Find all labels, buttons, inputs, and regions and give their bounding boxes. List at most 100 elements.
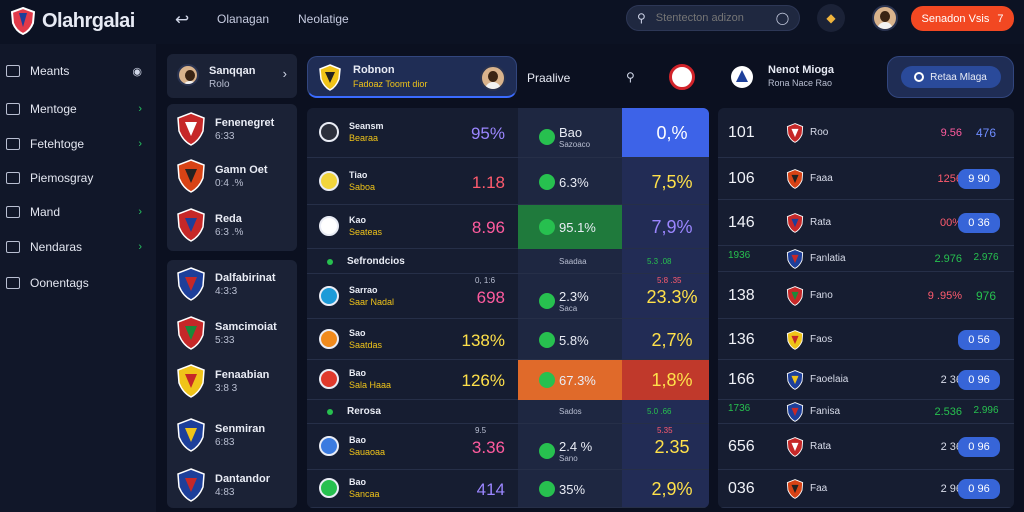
match-sub: Sauaoaa <box>349 447 386 457</box>
team-ball-icon <box>319 286 339 306</box>
odds-c[interactable]: 7,5% <box>651 172 693 192</box>
odds-b[interactable]: 2.4 % Sano <box>539 439 592 463</box>
odds-row[interactable]: Sarrao Saar Nadal 0, 1:6 698 2.3% Saca 5:8 .35… <box>307 274 709 319</box>
odds-c[interactable]: 2.35 <box>654 437 690 457</box>
odds-b-value: 6.3% <box>559 174 589 190</box>
odds-button[interactable]: 0 96 <box>958 437 1000 457</box>
club-badge-icon[interactable] <box>669 64 695 90</box>
odds-a[interactable]: 95% <box>470 124 505 143</box>
odds-row[interactable]: Bao Sancaa 414 35% 2,9% <box>307 470 709 508</box>
odds-row[interactable]: Sao Saatdas 138% 5.8% 2,7% <box>307 319 709 360</box>
team-row[interactable]: Gamn Oet 0:4 .% <box>177 159 268 193</box>
odds-text[interactable]: 2.976 <box>973 252 999 263</box>
highlight-b <box>518 205 622 249</box>
odds-a[interactable]: 414 <box>476 480 505 499</box>
team-name: Dalfabirinat <box>215 271 276 284</box>
search-bar[interactable]: ⚲ ◯ <box>626 5 800 31</box>
odds-row[interactable]: Tiao Saboa 1.18 6.3% 7,5% <box>307 158 709 205</box>
standings-row[interactable]: 1736 Fanisa 2.536 2.996 <box>718 400 1014 424</box>
sidebar-item[interactable]: Meants ◉ <box>6 60 148 82</box>
odds-b[interactable]: 2.3% Saca <box>539 289 589 313</box>
team-row[interactable]: Dantandor 4:83 <box>177 468 270 502</box>
topnav-item-2[interactable]: Neolatige <box>298 12 349 26</box>
team-row[interactable]: Senmiran 6:83 <box>177 418 265 452</box>
standings-row[interactable]: 106 Faaa 1256 9 90 <box>718 158 1014 200</box>
odds-b[interactable]: 6.3% <box>539 174 589 190</box>
odds-button[interactable]: 0 56 <box>958 330 1000 350</box>
odds-c[interactable]: 7,9% <box>651 217 693 237</box>
odds-c[interactable]: 2,7% <box>651 330 693 350</box>
highlight-cell <box>622 108 709 158</box>
odds-a[interactable]: 698 <box>476 288 505 307</box>
club-badge-icon <box>786 169 804 189</box>
odds-b[interactable]: Bao Sazoaco <box>539 125 590 149</box>
odds-a[interactable]: 8.96 <box>471 218 505 237</box>
odds-button[interactable]: 0 96 <box>958 370 1000 390</box>
odds-b[interactable]: 67.3% <box>539 372 596 388</box>
row-value: 9 .95% <box>927 290 962 302</box>
sidebar-item[interactable]: Fetehtoge › <box>6 133 148 155</box>
sidebar-item[interactable]: Mentoge › <box>6 98 148 120</box>
odds-text[interactable]: 2.996 <box>973 405 999 416</box>
odds-row[interactable]: Kao Seateas 8.96 95.1% 7,9% <box>307 205 709 249</box>
standings-row[interactable]: 136 Faos 0 56 <box>718 319 1014 360</box>
standings-row[interactable]: 146 Rata 00% 0 36 <box>718 200 1014 246</box>
odds-b[interactable]: 95.1% <box>539 219 596 235</box>
odds-a[interactable]: 3.36 <box>471 438 505 457</box>
team-ball-icon <box>319 122 339 142</box>
odds-b[interactable]: 35% <box>539 481 585 497</box>
section-row: Sefrondcios Saadaa 5.3 .08 <box>307 249 709 274</box>
search-icon-2[interactable]: ⚲ <box>626 70 635 84</box>
standings-row[interactable]: 166 Faoelaia 2 36 0 96 <box>718 360 1014 400</box>
right-pill-button[interactable]: Retaa Mlaga <box>887 56 1014 98</box>
row-value: 9.56 <box>940 127 962 139</box>
standings-row[interactable]: 138 Fano 9 .95% 976 <box>718 272 1014 319</box>
odds-row[interactable]: Seansm Bearaa 95% Bao Sazoaco 0,% <box>307 108 709 158</box>
gallery-icon <box>6 172 20 184</box>
team-row[interactable]: Fenenegret 6:33 <box>177 112 274 146</box>
odds-text[interactable]: 976 <box>975 289 997 303</box>
team-row[interactable]: Dalfabirinat 4:3:3 <box>177 267 276 301</box>
odds-button[interactable]: 0 96 <box>958 479 1000 499</box>
refresh-icon[interactable]: ◯ <box>775 11 790 25</box>
odds-b-sub: Saca <box>559 304 578 313</box>
back-arrow-icon[interactable]: ↩ <box>175 10 190 29</box>
odds-a[interactable]: 138% <box>461 331 505 350</box>
odds-a[interactable]: 1.18 <box>471 173 505 192</box>
odds-button[interactable]: 0 36 <box>958 213 1000 233</box>
team-row[interactable]: Reda 6:3 .% <box>177 208 243 242</box>
chevron-right-icon[interactable]: › <box>282 66 287 81</box>
odds-c[interactable]: 1,8% <box>651 370 693 390</box>
sidebar-item[interactable]: Piemosgray <box>6 167 148 189</box>
cta-count: 7 <box>997 12 1004 25</box>
odds-c[interactable]: 23.3% <box>646 287 698 307</box>
notification-button[interactable]: ◆ <box>817 4 845 32</box>
odds-c[interactable]: 2,9% <box>651 479 693 499</box>
standings-row[interactable]: 656 Rata 2 36 0 96 <box>718 424 1014 470</box>
search-input[interactable] <box>655 12 766 24</box>
odds-row[interactable]: Bao Sauaoaa 9.5 3.36 2.4 % Sano 5.35 2.35 <box>307 424 709 470</box>
topnav-item-1[interactable]: Olanagan <box>217 12 270 26</box>
match-team: Tiao Saboa <box>319 170 375 192</box>
odds-b[interactable]: 5.8% <box>539 332 589 348</box>
sidebar-item[interactable]: Mand › <box>6 201 148 223</box>
odds-row[interactable]: Bao Sala Haaa 126% 67.3% 1,8% <box>307 360 709 400</box>
club-name: Faaa <box>810 173 833 184</box>
standings-row[interactable]: 036 Faa 2 96 0 96 <box>718 470 1014 508</box>
standings-row[interactable]: 1936 Fanlatia 2.976 2.976 <box>718 246 1014 272</box>
cta-button[interactable]: Senadon Vsis 7 <box>911 6 1014 31</box>
app-logo[interactable]: Olahrgalai <box>10 7 135 35</box>
profile-card[interactable]: Sanqqan Rolo › <box>167 54 297 98</box>
sidebar-item[interactable]: Nendaras › <box>6 236 148 258</box>
standings-row[interactable]: 101 Roo 9.56 476 <box>718 108 1014 158</box>
sidebar-item[interactable]: Oonentags <box>6 272 148 294</box>
odds-text[interactable]: 476 <box>975 126 997 140</box>
odds-button[interactable]: 9 90 <box>958 169 1000 189</box>
match-header-tab[interactable]: Robnon Fadoaz Toomt dior <box>307 56 517 98</box>
odds-c[interactable]: 0,% <box>656 123 688 143</box>
team-row[interactable]: Samcimoiat 5:33 <box>177 316 277 350</box>
user-avatar[interactable] <box>872 5 898 31</box>
section-c: 5.3 .08 <box>647 257 672 266</box>
odds-a[interactable]: 126% <box>461 371 505 390</box>
team-row[interactable]: Fenaabian 3:8 3 <box>177 364 269 398</box>
